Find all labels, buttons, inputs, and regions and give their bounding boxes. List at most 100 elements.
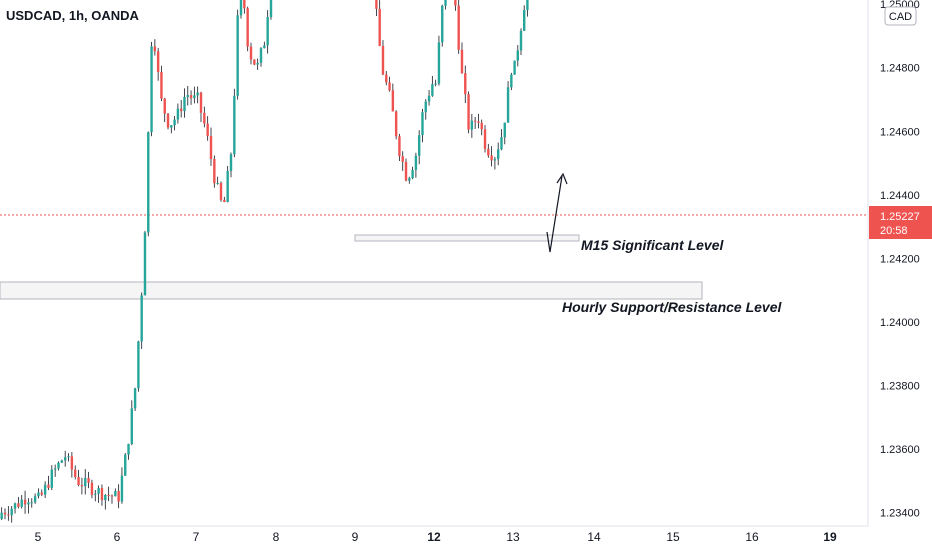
candles xyxy=(0,0,529,523)
candle-body xyxy=(0,512,3,519)
candle-body xyxy=(503,122,506,138)
projection-path xyxy=(546,175,563,253)
currency-badge-box xyxy=(884,6,917,26)
candle-body xyxy=(213,158,216,184)
currency-badge[interactable]: CAD xyxy=(884,6,917,26)
candle-body xyxy=(467,94,470,130)
price-tick-label: 1.24200 xyxy=(880,253,920,265)
candle-body xyxy=(37,492,40,497)
candle-body xyxy=(199,92,203,113)
price-axis[interactable]: 1.23400 1.23600 1.23800 1.24000 1.24200 1.244… xyxy=(867,0,920,526)
candle-body xyxy=(263,45,266,49)
time-tick-label: 7 xyxy=(193,530,200,544)
candle-body xyxy=(460,49,464,74)
candle-body xyxy=(147,132,150,233)
candle-body xyxy=(63,457,67,461)
candle-body xyxy=(408,178,411,181)
candle-body xyxy=(424,101,427,113)
candle-body xyxy=(40,492,43,495)
candle-body xyxy=(513,60,516,75)
candle-body xyxy=(269,0,273,18)
candle-body xyxy=(104,494,107,501)
candle-body xyxy=(80,485,84,487)
time-tick-label: 8 xyxy=(273,530,280,544)
candle-body xyxy=(519,30,523,51)
price-tick-label: 1.24400 xyxy=(880,190,920,202)
candle-body xyxy=(70,456,74,470)
projection-arrow[interactable] xyxy=(546,172,568,253)
candle-body xyxy=(114,490,117,497)
time-tick-label: 6 xyxy=(114,530,121,544)
candle-body xyxy=(375,0,378,9)
hourly-level-label: Hourly Support/Resistance Level xyxy=(562,299,783,315)
candle-body xyxy=(417,135,421,156)
candle-body xyxy=(219,182,223,200)
candle-body xyxy=(160,71,163,99)
candle-body xyxy=(203,112,206,124)
time-tick-label: 14 xyxy=(587,530,601,544)
candle-body xyxy=(176,108,180,120)
candle-body xyxy=(253,59,256,65)
candle-body xyxy=(226,170,229,203)
candle-body xyxy=(120,475,124,502)
candle-body xyxy=(3,512,7,515)
projection-arrowhead xyxy=(556,172,568,185)
time-tick-label: 15 xyxy=(666,530,680,544)
candle-body xyxy=(483,129,487,149)
candle-body xyxy=(140,295,143,342)
candle-body xyxy=(196,92,199,96)
candle-body xyxy=(388,82,391,91)
candle-body xyxy=(30,502,33,504)
m15-significant-level-zone[interactable] xyxy=(354,234,580,242)
candle-body xyxy=(427,95,431,102)
candle-body xyxy=(74,469,77,477)
candle-body xyxy=(10,508,13,516)
candle-body xyxy=(87,477,90,483)
countdown-timer: 20:58 xyxy=(880,225,908,237)
currency-label: CAD xyxy=(889,11,912,23)
candle-body xyxy=(239,0,243,16)
candle-body xyxy=(209,135,213,159)
time-tick-label: 5 xyxy=(35,530,42,544)
candle-body xyxy=(496,149,500,160)
candle-body xyxy=(500,137,503,150)
candle-body xyxy=(156,51,160,72)
candle-body xyxy=(441,5,444,43)
candle-body xyxy=(434,83,437,85)
candle-body xyxy=(50,469,54,488)
price-tick-label: 1.24800 xyxy=(880,63,920,75)
candle-body xyxy=(127,443,130,455)
candle-body xyxy=(107,494,110,496)
candle-body xyxy=(67,456,70,458)
candle-body xyxy=(206,123,209,136)
candle-body xyxy=(233,95,236,155)
candle-body xyxy=(516,50,519,61)
hourly-support-resistance-zone[interactable] xyxy=(0,281,703,300)
candle-body xyxy=(57,462,60,469)
candle-body xyxy=(249,46,253,60)
price-tick-label: 1.23800 xyxy=(880,380,920,392)
time-tick-label: 19 xyxy=(823,530,837,544)
price-tick-label: 1.24000 xyxy=(880,317,920,329)
candle-body xyxy=(236,15,239,96)
candle-body xyxy=(100,487,104,501)
candle-body xyxy=(17,503,20,507)
time-tick-label: 16 xyxy=(745,530,759,544)
time-axis[interactable]: 5 6 7 8 9 12 13 14 15 16 19 xyxy=(0,525,868,544)
m15-level-label: M15 Significant Level xyxy=(581,237,724,253)
candle-body xyxy=(411,169,414,179)
candle-body xyxy=(510,74,513,88)
candle-body xyxy=(33,496,37,503)
candle-body xyxy=(173,119,176,126)
candle-body xyxy=(216,182,219,184)
last-price-tag-box xyxy=(869,206,932,239)
candle-body xyxy=(130,408,134,444)
symbol-title[interactable]: USDCAD, 1h, OANDA xyxy=(6,8,140,23)
time-tick-labels: 5 6 7 8 9 12 13 14 15 16 19 xyxy=(35,530,837,544)
plot-background[interactable] xyxy=(0,0,868,550)
price-tick-label: 1.23600 xyxy=(880,444,920,456)
last-price-value: 1.25227 xyxy=(880,211,920,223)
candle-body xyxy=(110,495,114,497)
